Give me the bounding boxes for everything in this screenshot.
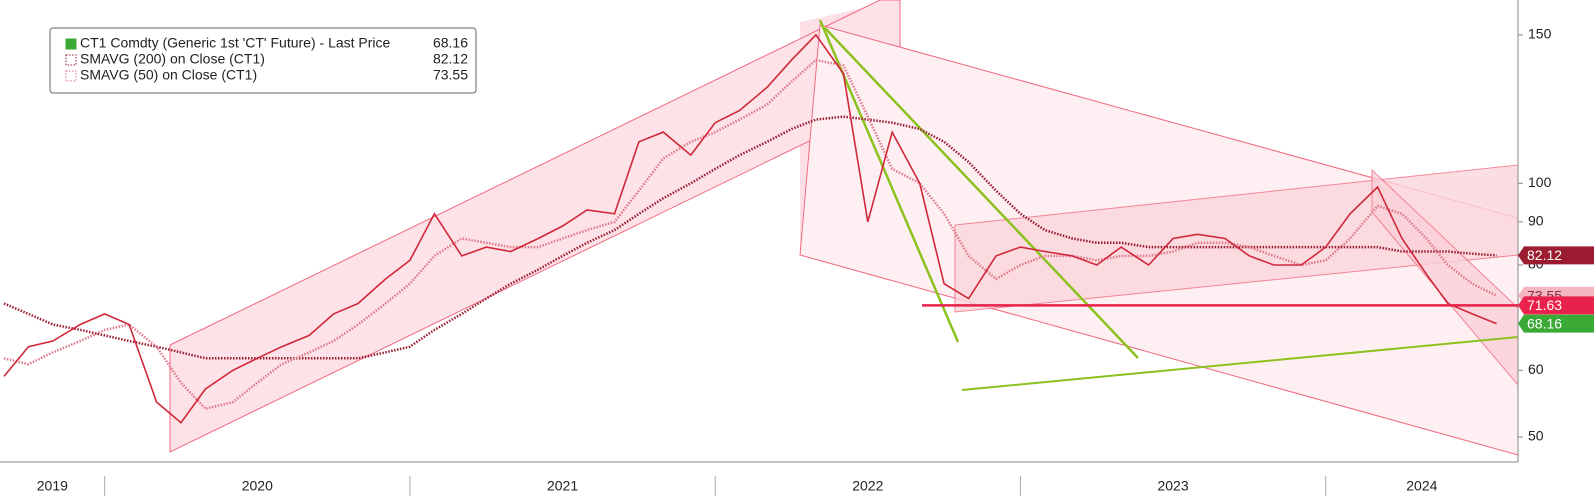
legend-value: 73.55 xyxy=(433,67,468,83)
plot-area xyxy=(3,33,1498,424)
legend-swatch xyxy=(65,38,77,50)
x-tick-label: 2023 xyxy=(1157,478,1188,494)
trend-line xyxy=(961,336,1519,391)
y-tick-label: 150 xyxy=(1528,26,1552,42)
x-tick-label: 2024 xyxy=(1406,478,1437,494)
y-tick-label: 50 xyxy=(1528,428,1544,444)
series-line xyxy=(3,33,1497,424)
value-tag xyxy=(1518,296,1594,315)
legend-swatch xyxy=(65,54,77,66)
value-tag-label: 68.16 xyxy=(1527,315,1562,331)
legend-label: SMAVG (50) on Close (CT1) xyxy=(80,67,257,83)
value-tag-label: 82.12 xyxy=(1527,247,1562,263)
legend-label: SMAVG (200) on Close (CT1) xyxy=(80,51,265,67)
value-tag xyxy=(1518,314,1594,333)
value-tag-label: 71.63 xyxy=(1527,297,1562,313)
x-tick-label: 2019 xyxy=(37,478,68,494)
y-tick-label: 100 xyxy=(1528,174,1552,190)
value-tag xyxy=(1518,246,1594,265)
legend: CT1 Comdty (Generic 1st 'CT' Future) - L… xyxy=(49,27,477,94)
legend-box xyxy=(49,27,477,94)
x-tick-label: 2020 xyxy=(242,478,273,494)
legend-value: 68.16 xyxy=(433,35,468,51)
y-tick-label: 60 xyxy=(1528,361,1544,377)
trend-line xyxy=(824,27,1139,359)
x-tick-label: 2021 xyxy=(547,478,578,494)
x-tick-label: 2022 xyxy=(852,478,883,494)
legend-label: CT1 Comdty (Generic 1st 'CT' Future) - L… xyxy=(80,35,391,51)
trend-channels xyxy=(169,0,1519,456)
legend-swatch xyxy=(65,70,77,82)
y-tick-label: 90 xyxy=(1528,213,1544,229)
legend-value: 82.12 xyxy=(433,51,468,67)
